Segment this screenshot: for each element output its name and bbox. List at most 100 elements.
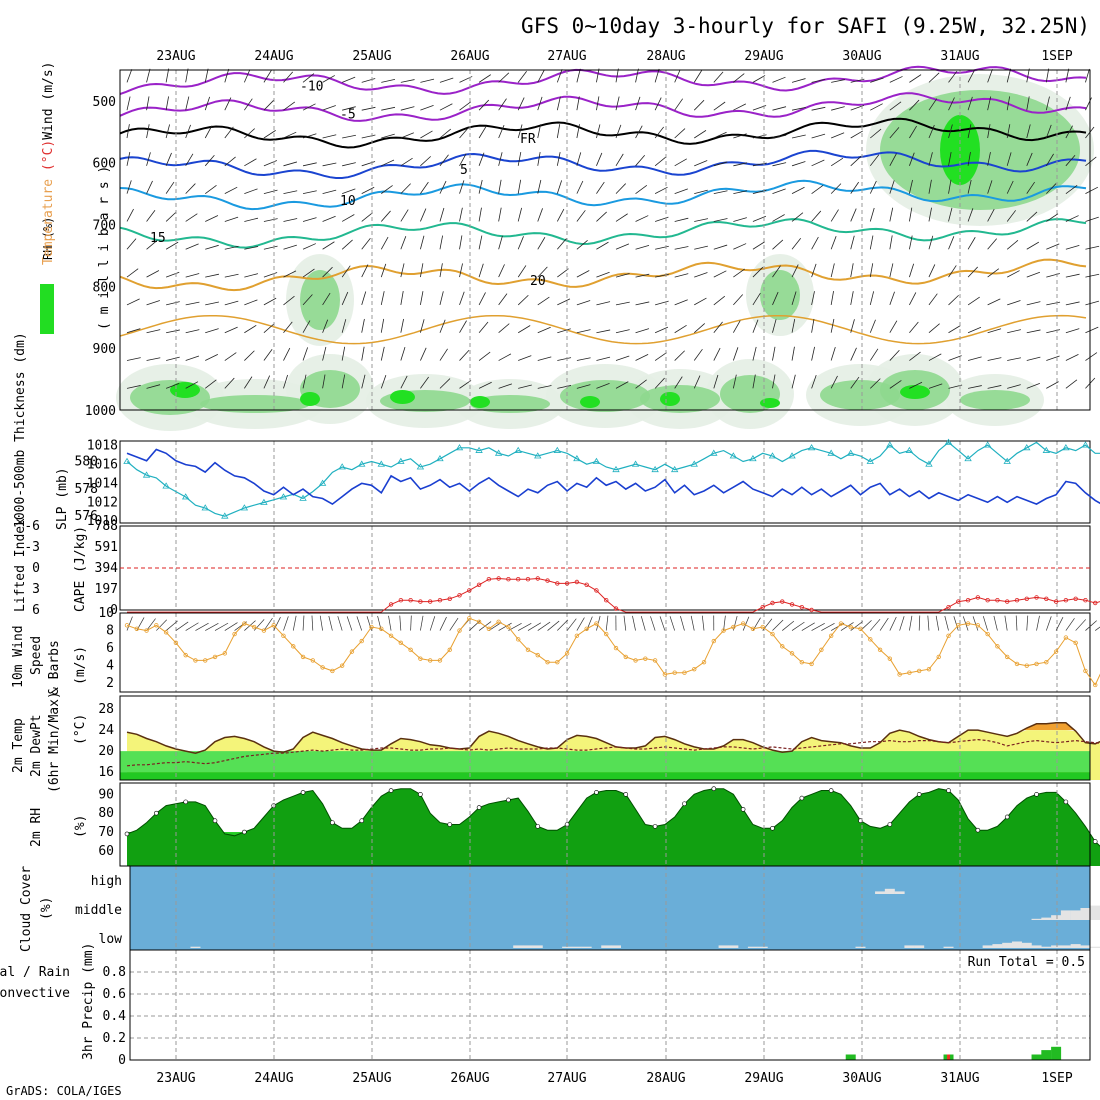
- wind-barb: [674, 217, 689, 222]
- wind-speed-point: [692, 666, 697, 672]
- cloud-block: [943, 946, 954, 948]
- wind-barb-10m: [889, 616, 897, 631]
- wind-barb: [1026, 356, 1041, 361]
- wind-barb: [1085, 300, 1100, 306]
- cape-tick: 788: [95, 519, 118, 534]
- wind-barb: [1046, 183, 1057, 194]
- wind-barb: [263, 245, 278, 250]
- cloud-block: [1070, 944, 1081, 948]
- wind-speed-point: [1053, 649, 1059, 654]
- wind-barb: [948, 151, 952, 166]
- wind-barb-10m: [811, 622, 825, 631]
- wind-barb: [1045, 96, 1050, 111]
- wind-speed-point: [584, 626, 589, 631]
- wind-barb: [1085, 216, 1099, 222]
- thickness-point: [1042, 446, 1051, 453]
- cloud-block: [1002, 942, 1013, 948]
- wind-barb: [1085, 156, 1097, 167]
- wind-barb: [791, 78, 806, 83]
- wind-barb: [322, 241, 335, 250]
- wind-speed-point: [828, 633, 834, 639]
- temp-tick: 28: [98, 702, 114, 717]
- wind-barb-10m: [439, 616, 447, 631]
- wind-barb-10m: [623, 615, 627, 631]
- wind-barb: [928, 264, 936, 278]
- wind-barb: [713, 71, 724, 83]
- rh-point: [1063, 799, 1069, 805]
- wind-barb: [791, 212, 804, 222]
- lifted-index-point: [1053, 599, 1059, 604]
- wind-barb: [576, 300, 591, 306]
- upper-ylabel-rh: RH (%): [41, 217, 55, 260]
- wind-barb: [537, 208, 543, 222]
- wind-barb: [478, 74, 491, 83]
- wind-barb-10m: [659, 616, 666, 631]
- rh-region-bright: [470, 396, 490, 408]
- wind-barb: [361, 212, 373, 222]
- rh-point: [242, 829, 247, 835]
- wind-barb: [811, 210, 822, 222]
- rh-point: [1004, 814, 1010, 820]
- wind-barb: [811, 346, 815, 361]
- wind-speed-point: [398, 640, 404, 646]
- bottom-date-axis: 23AUG 24AUG 25AUG 26AUG 27AUG 28AUG 29AUG 30AUG…: [156, 1071, 1072, 1086]
- lifted-index-point: [1063, 598, 1069, 603]
- wind-barb: [830, 157, 844, 167]
- wind-speed-point: [985, 631, 990, 637]
- pressure-tick: 900: [93, 342, 116, 357]
- wind-barb: [439, 180, 447, 194]
- wind-barb: [459, 101, 472, 111]
- wind-barb: [166, 329, 180, 334]
- wind-barb: [517, 151, 522, 166]
- wind-barb: [615, 68, 619, 83]
- wind-barb: [283, 374, 288, 389]
- wind-barb: [987, 96, 992, 111]
- bottom-date-label: 30AUG: [842, 1071, 881, 1086]
- rh-tick: 70: [98, 825, 114, 840]
- wind-barb: [615, 273, 630, 278]
- temp-ylabel-b: 2m DewPt: [29, 714, 44, 777]
- wind-barb: [615, 329, 630, 334]
- wind-barb: [987, 238, 998, 250]
- wind-barb: [185, 68, 189, 83]
- wind-barb: [870, 77, 884, 83]
- wind-barb: [948, 70, 958, 83]
- wind-barb-10m: [1004, 615, 1008, 631]
- wind-barb-10m: [126, 616, 133, 631]
- wind-barb: [263, 348, 273, 361]
- wind-speed-point: [848, 624, 853, 630]
- wind-barb: [693, 70, 702, 83]
- wind-barb: [459, 180, 465, 194]
- lifted-index-point: [770, 600, 775, 606]
- wind-barb: [361, 291, 367, 306]
- cloud-block: [562, 946, 573, 948]
- cloud-block: [1051, 945, 1062, 948]
- slp-ylabel: SLP (mb): [55, 467, 70, 530]
- wind-barb: [830, 236, 837, 250]
- lifted-index-point: [447, 596, 452, 601]
- cape-tick: 591: [95, 540, 118, 555]
- wind-barb: [244, 350, 255, 361]
- rh-region-bright: [300, 392, 320, 406]
- wind-barb: [498, 72, 510, 83]
- wind-barb: [361, 161, 376, 167]
- wind-barb: [185, 355, 200, 361]
- wind-barb: [1085, 352, 1098, 361]
- thickness-point: [925, 460, 933, 467]
- cloud-block: [1041, 946, 1052, 948]
- wind-barb-10m: [498, 622, 512, 631]
- wind-barb: [635, 125, 643, 139]
- wind-barb-10m: [518, 622, 532, 631]
- lifted-index-point: [506, 577, 511, 582]
- wind-barb: [928, 353, 942, 361]
- thickness-point: [612, 465, 620, 473]
- wind-barb: [752, 292, 761, 306]
- wind-barb: [244, 188, 258, 195]
- wind-speed-point: [506, 624, 511, 630]
- wind-barb: [556, 124, 561, 139]
- thickness-point: [279, 493, 288, 500]
- wind-panel-frame: [119, 612, 1091, 693]
- thickness-point: [690, 460, 698, 467]
- rh-point: [300, 790, 306, 795]
- wind-speed-point: [1093, 682, 1098, 688]
